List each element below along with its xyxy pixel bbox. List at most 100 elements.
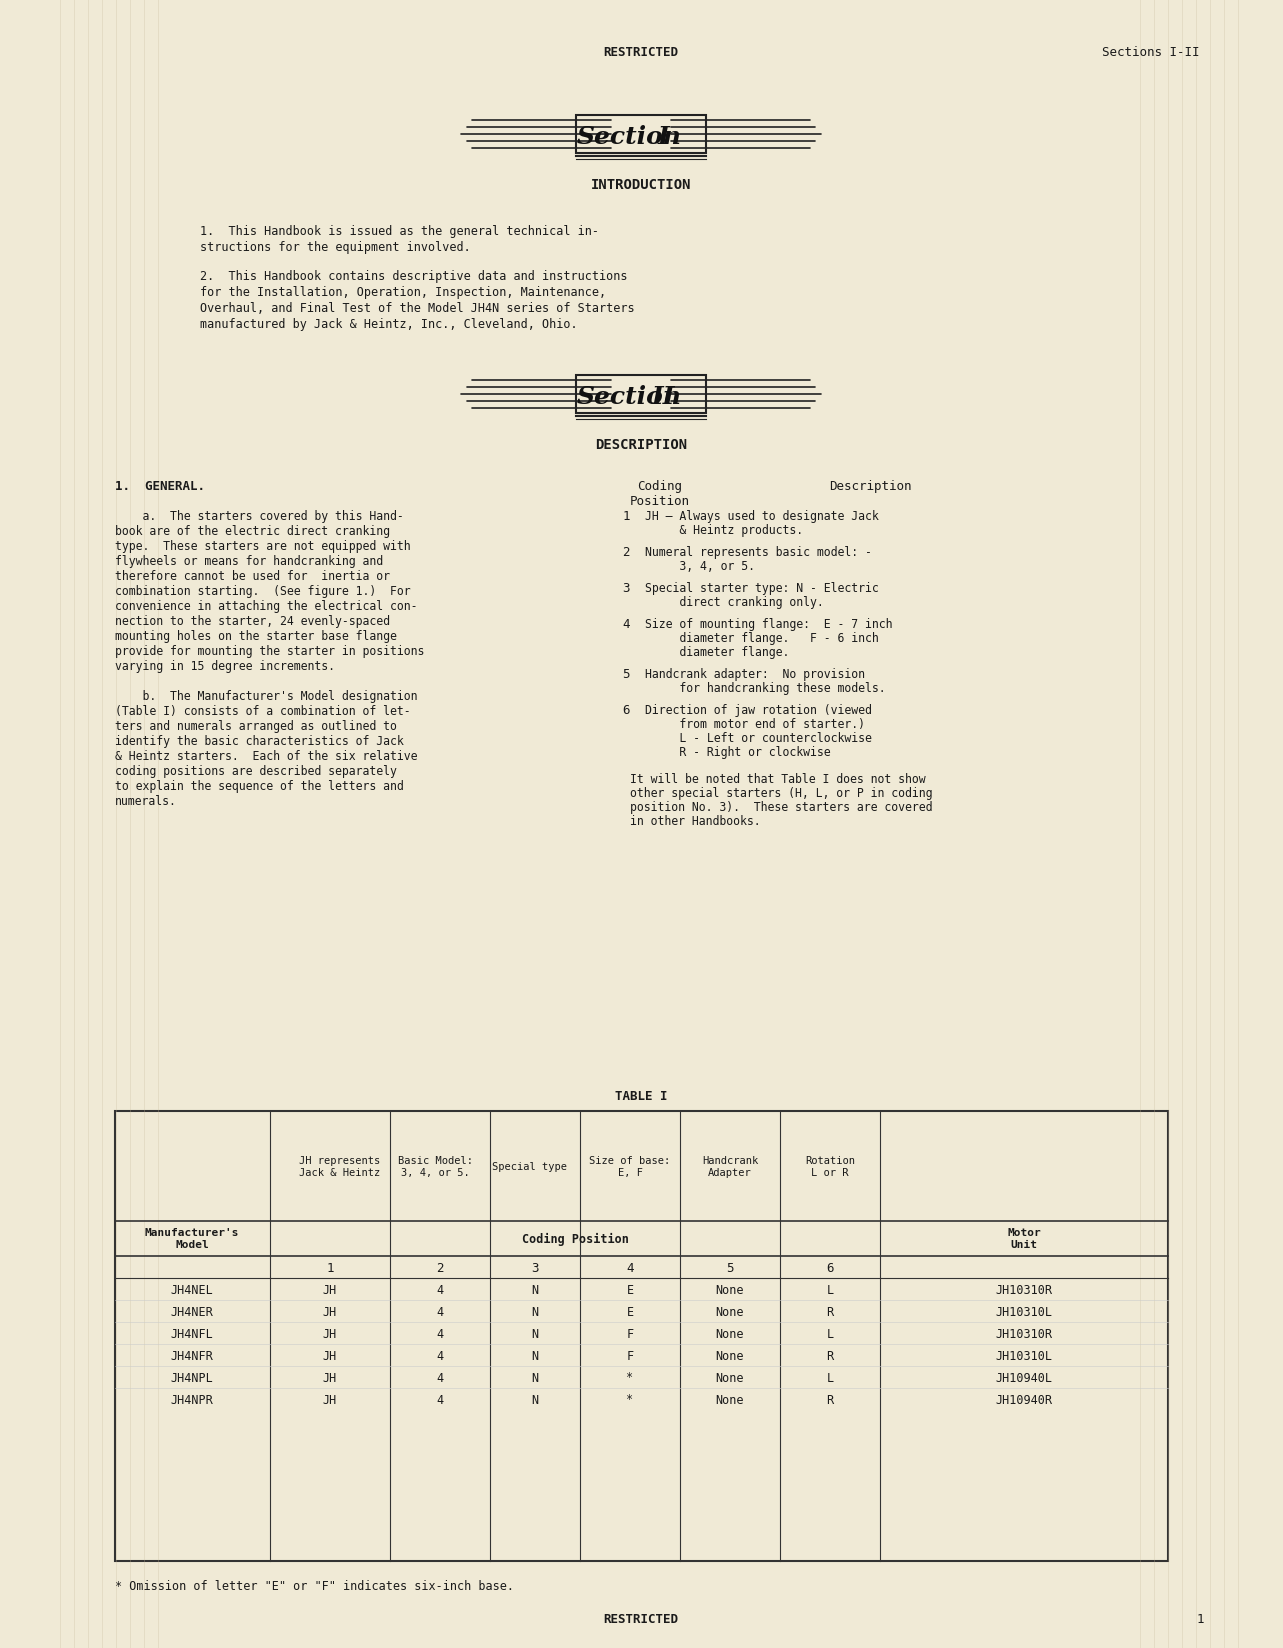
Text: ters and numerals arranged as outlined to: ters and numerals arranged as outlined t…: [115, 720, 396, 733]
Text: JH4NPR: JH4NPR: [171, 1393, 213, 1406]
Text: 3, 4, or 5.: 3, 4, or 5.: [645, 560, 754, 572]
Text: JH: JH: [323, 1282, 337, 1295]
Text: Description: Description: [829, 480, 911, 493]
FancyBboxPatch shape: [576, 115, 706, 153]
Text: 1: 1: [326, 1261, 334, 1274]
Text: 4: 4: [436, 1327, 444, 1340]
Text: to explain the sequence of the letters and: to explain the sequence of the letters a…: [115, 780, 404, 793]
Text: 5: 5: [726, 1261, 734, 1274]
Text: 4: 4: [436, 1371, 444, 1384]
Text: Overhaul, and Final Test of the Model JH4N series of Starters: Overhaul, and Final Test of the Model JH…: [200, 302, 635, 315]
Text: convenience in attaching the electrical con-: convenience in attaching the electrical …: [115, 600, 417, 613]
Text: None: None: [716, 1305, 744, 1318]
Text: RESTRICTED: RESTRICTED: [603, 46, 679, 58]
Text: L: L: [826, 1282, 834, 1295]
Text: 1: 1: [622, 509, 630, 522]
Text: manufactured by Jack & Heintz, Inc., Cleveland, Ohio.: manufactured by Jack & Heintz, Inc., Cle…: [200, 318, 577, 331]
Text: 6: 6: [826, 1261, 834, 1274]
Text: coding positions are described separately: coding positions are described separatel…: [115, 765, 396, 778]
Text: Size of mounting flange:  E - 7 inch: Size of mounting flange: E - 7 inch: [645, 618, 893, 631]
Text: 3: 3: [531, 1261, 539, 1274]
Text: JH: JH: [323, 1305, 337, 1318]
Bar: [115, 1111, 1168, 1561]
Text: 2.  This Handbook contains descriptive data and instructions: 2. This Handbook contains descriptive da…: [200, 270, 627, 283]
Text: provide for mounting the starter in positions: provide for mounting the starter in posi…: [115, 644, 425, 658]
Text: JH10310R: JH10310R: [996, 1327, 1052, 1340]
Text: numerals.: numerals.: [115, 794, 177, 808]
Text: N: N: [531, 1282, 539, 1295]
Text: R: R: [826, 1393, 834, 1406]
Text: combination starting.  (See figure 1.)  For: combination starting. (See figure 1.) Fo…: [115, 585, 411, 598]
Text: None: None: [716, 1348, 744, 1361]
Text: Section: Section: [576, 125, 681, 148]
Text: 1.  GENERAL.: 1. GENERAL.: [115, 480, 205, 493]
Text: 4: 4: [436, 1305, 444, 1318]
Text: JH4NFL: JH4NFL: [171, 1327, 213, 1340]
Text: It will be noted that Table I does not show: It will be noted that Table I does not s…: [630, 773, 925, 786]
Text: 4: 4: [436, 1282, 444, 1295]
Text: 4: 4: [436, 1393, 444, 1406]
Text: b.  The Manufacturer's Model designation: b. The Manufacturer's Model designation: [115, 689, 417, 702]
Text: None: None: [716, 1282, 744, 1295]
Text: E: E: [626, 1305, 634, 1318]
Text: F: F: [626, 1327, 634, 1340]
Text: RESTRICTED: RESTRICTED: [603, 1612, 679, 1625]
Text: 3: 3: [622, 582, 630, 595]
Text: from motor end of starter.): from motor end of starter.): [645, 717, 865, 730]
Text: *: *: [626, 1371, 634, 1384]
Text: JH4NEL: JH4NEL: [171, 1282, 213, 1295]
Text: JH10310L: JH10310L: [996, 1305, 1052, 1318]
Text: Special type: Special type: [493, 1162, 567, 1172]
Text: Section: Section: [576, 384, 681, 409]
Text: JH10940L: JH10940L: [996, 1371, 1052, 1384]
Text: diameter flange.: diameter flange.: [645, 646, 789, 659]
Text: JH – Always used to designate Jack: JH – Always used to designate Jack: [645, 509, 879, 522]
Text: N: N: [531, 1305, 539, 1318]
Text: L: L: [826, 1371, 834, 1384]
Text: R: R: [826, 1305, 834, 1318]
Text: Handcrank
Adapter: Handcrank Adapter: [702, 1155, 758, 1177]
Text: for the Installation, Operation, Inspection, Maintenance,: for the Installation, Operation, Inspect…: [200, 285, 606, 298]
Text: None: None: [716, 1371, 744, 1384]
Text: 6: 6: [622, 704, 630, 717]
Text: N: N: [531, 1327, 539, 1340]
Text: Coding
Position: Coding Position: [630, 480, 690, 508]
Text: JH: JH: [323, 1393, 337, 1406]
Text: Direction of jaw rotation (viewed: Direction of jaw rotation (viewed: [645, 704, 872, 717]
Text: a.  The starters covered by this Hand-: a. The starters covered by this Hand-: [115, 509, 404, 522]
Text: Numeral represents basic model: -: Numeral represents basic model: -: [645, 545, 872, 559]
Text: structions for the equipment involved.: structions for the equipment involved.: [200, 241, 471, 254]
Text: book are of the electric direct cranking: book are of the electric direct cranking: [115, 524, 390, 537]
Text: None: None: [716, 1393, 744, 1406]
Text: Coding Position: Coding Position: [522, 1231, 629, 1244]
Text: 2: 2: [622, 545, 630, 559]
Text: Basic Model:
3, 4, or 5.: Basic Model: 3, 4, or 5.: [398, 1155, 472, 1177]
Text: II: II: [652, 384, 675, 409]
Text: for handcranking these models.: for handcranking these models.: [645, 682, 885, 694]
Text: 1.  This Handbook is issued as the general technical in-: 1. This Handbook is issued as the genera…: [200, 224, 599, 237]
Text: Sections I-II: Sections I-II: [1102, 46, 1200, 58]
Text: JH4NFR: JH4NFR: [171, 1348, 213, 1361]
Text: N: N: [531, 1348, 539, 1361]
Text: Handcrank adapter:  No provision: Handcrank adapter: No provision: [645, 667, 865, 681]
Text: N: N: [531, 1393, 539, 1406]
Text: other special starters (H, L, or P in coding: other special starters (H, L, or P in co…: [630, 786, 933, 799]
Text: R - Right or clockwise: R - Right or clockwise: [645, 745, 830, 758]
Text: * Omission of letter "E" or "F" indicates six-inch base.: * Omission of letter "E" or "F" indicate…: [115, 1579, 514, 1592]
Text: varying in 15 degree increments.: varying in 15 degree increments.: [115, 659, 335, 672]
Text: N: N: [531, 1371, 539, 1384]
Text: diameter flange.   F - 6 inch: diameter flange. F - 6 inch: [645, 631, 879, 644]
Text: 5: 5: [622, 667, 630, 681]
Text: direct cranking only.: direct cranking only.: [645, 595, 824, 608]
Text: Special starter type: N - Electric: Special starter type: N - Electric: [645, 582, 879, 595]
Text: 4: 4: [626, 1261, 634, 1274]
Text: TABLE I: TABLE I: [615, 1089, 667, 1103]
FancyBboxPatch shape: [576, 376, 706, 414]
Text: flywheels or means for handcranking and: flywheels or means for handcranking and: [115, 555, 384, 567]
Text: JH represents
Jack & Heintz: JH represents Jack & Heintz: [299, 1155, 381, 1177]
Text: JH: JH: [323, 1348, 337, 1361]
Text: position No. 3).  These starters are covered: position No. 3). These starters are cove…: [630, 801, 933, 814]
Text: JH10310R: JH10310R: [996, 1282, 1052, 1295]
Text: identify the basic characteristics of Jack: identify the basic characteristics of Ja…: [115, 735, 404, 748]
Text: in other Handbooks.: in other Handbooks.: [630, 814, 761, 827]
